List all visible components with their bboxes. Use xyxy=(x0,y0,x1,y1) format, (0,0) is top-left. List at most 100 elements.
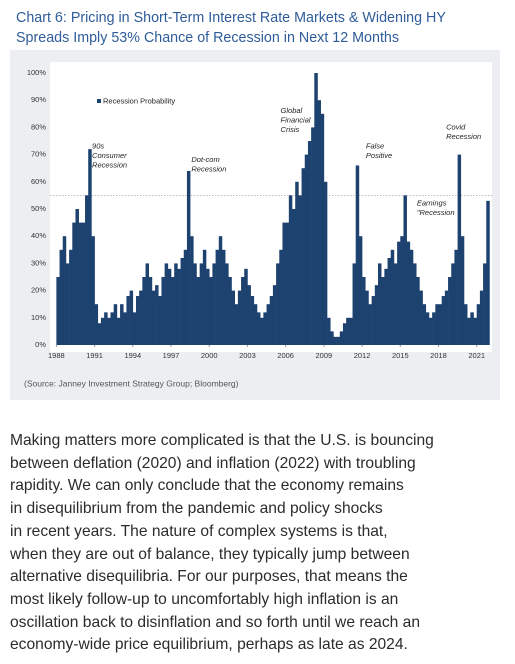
bar xyxy=(352,263,357,345)
bar xyxy=(457,154,462,345)
bar xyxy=(196,277,200,345)
x-tick-label: 2006 xyxy=(277,351,294,360)
bar xyxy=(81,222,86,345)
text-line: between deflation (2020) and inflation (… xyxy=(10,454,416,472)
bar xyxy=(483,263,487,345)
bar xyxy=(69,249,73,345)
y-tick-label: 40% xyxy=(31,231,46,240)
bar xyxy=(365,290,369,345)
bar xyxy=(355,165,360,345)
bar xyxy=(167,268,172,345)
bar xyxy=(155,285,159,345)
bar xyxy=(428,317,433,345)
y-tick-label: 10% xyxy=(31,313,46,322)
bar xyxy=(330,331,334,345)
bar xyxy=(473,317,478,345)
bar xyxy=(209,277,213,345)
bar xyxy=(314,73,318,345)
bar xyxy=(65,263,70,345)
bar xyxy=(85,195,89,345)
body-text: Making matters more complicated is that … xyxy=(10,430,434,657)
bar xyxy=(75,209,79,345)
bar xyxy=(448,277,452,345)
bar xyxy=(304,154,309,345)
bar xyxy=(244,268,248,345)
y-tick-label: 0% xyxy=(35,340,46,349)
bar xyxy=(454,249,458,345)
annotation: Earnings xyxy=(417,199,447,208)
bar xyxy=(432,312,436,345)
bar xyxy=(307,141,312,345)
bar xyxy=(247,285,251,345)
bar xyxy=(425,312,430,345)
bar xyxy=(142,277,146,345)
bar xyxy=(202,249,207,345)
bar xyxy=(231,290,235,345)
bar xyxy=(285,222,290,345)
text-line: rapidity. We can only conclude that the … xyxy=(10,477,404,495)
bar xyxy=(183,249,188,345)
x-tick-label: 2018 xyxy=(430,351,447,360)
x-tick-label: 1994 xyxy=(124,351,141,360)
annotation: False xyxy=(366,141,384,150)
bar xyxy=(129,290,134,345)
annotation: Crisis xyxy=(281,125,300,134)
bar xyxy=(460,236,465,345)
text-line: most likely follow-up to uncomfortably h… xyxy=(10,590,399,608)
bar xyxy=(174,263,178,345)
x-tick-label: 2003 xyxy=(239,351,256,360)
bar xyxy=(397,241,401,345)
bar xyxy=(164,263,169,345)
bar xyxy=(110,312,114,345)
bar xyxy=(171,277,175,345)
bar xyxy=(292,209,296,345)
bar xyxy=(441,296,446,345)
annotation: Positive xyxy=(366,151,392,160)
bar xyxy=(88,149,92,345)
annotation: Dot-com xyxy=(191,155,219,164)
bar xyxy=(358,236,363,345)
bar xyxy=(438,304,442,345)
bar xyxy=(104,312,108,345)
bar xyxy=(377,263,382,345)
bar xyxy=(206,268,210,345)
bar xyxy=(301,168,306,345)
bar xyxy=(419,290,423,345)
y-tick-label: 50% xyxy=(31,204,46,213)
bar xyxy=(266,304,271,345)
bar xyxy=(339,331,344,345)
bar xyxy=(467,317,471,345)
bar xyxy=(158,296,162,345)
bar xyxy=(393,263,398,345)
chart-title: Chart 6: Pricing in Short-Term Interest … xyxy=(16,8,446,48)
bar xyxy=(190,236,194,345)
bar xyxy=(320,113,325,345)
bar xyxy=(123,312,127,345)
bar xyxy=(298,195,302,345)
annotation: "Recession xyxy=(417,208,455,217)
y-tick-label: 100% xyxy=(27,68,47,77)
bar xyxy=(145,263,150,345)
bar xyxy=(400,236,404,345)
bar xyxy=(199,263,204,345)
bar xyxy=(126,296,130,345)
bar xyxy=(451,263,455,345)
x-tick-label: 1988 xyxy=(48,351,65,360)
bar xyxy=(346,317,350,345)
x-tick-label: 2012 xyxy=(354,351,371,360)
y-tick-label: 20% xyxy=(31,286,46,295)
bar xyxy=(59,249,64,345)
bar xyxy=(374,285,379,345)
text-line: in disequilibrium from the pandemic and … xyxy=(10,500,383,518)
bar xyxy=(241,277,245,345)
bar xyxy=(336,336,341,345)
bar xyxy=(177,268,181,345)
bar xyxy=(403,195,407,345)
annotation: Covid xyxy=(446,122,466,131)
bar xyxy=(253,304,258,345)
bar xyxy=(218,236,223,345)
bar xyxy=(272,285,277,345)
text-line: Making matters more complicated is that … xyxy=(10,432,434,449)
bar xyxy=(186,170,191,345)
